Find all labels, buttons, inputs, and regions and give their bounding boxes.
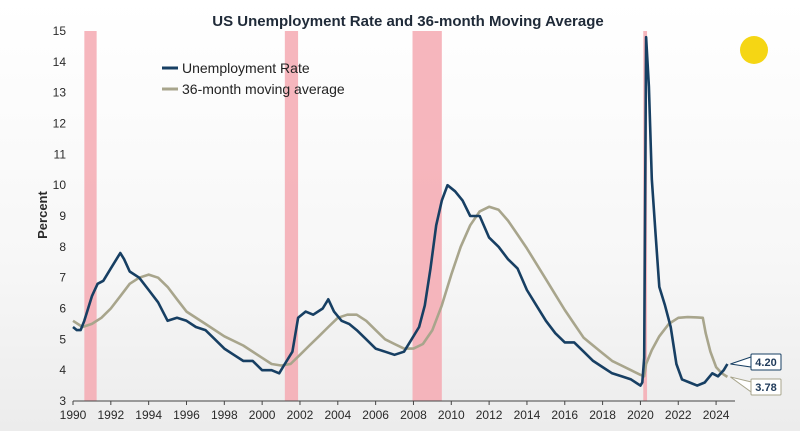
x-tick-2000: 2000 xyxy=(249,408,276,422)
x-tick-2004: 2004 xyxy=(324,408,351,422)
x-tick-2010: 2010 xyxy=(438,408,465,422)
x-tick-1996: 1996 xyxy=(173,408,200,422)
x-tick-2012: 2012 xyxy=(476,408,503,422)
end-label-pointer-0 xyxy=(730,356,752,368)
chart-title: US Unemployment Rate and 36-month Moving… xyxy=(212,13,603,30)
cursor-highlight-dot xyxy=(740,36,768,64)
x-tick-2008: 2008 xyxy=(400,408,427,422)
y-tick-13: 13 xyxy=(53,86,67,100)
y-tick-6: 6 xyxy=(59,302,66,316)
x-tick-2016: 2016 xyxy=(551,408,578,422)
x-tick-2002: 2002 xyxy=(287,408,314,422)
y-axis-label: Percent xyxy=(35,190,50,238)
end-label-box-0 xyxy=(750,353,782,371)
series-line-unemployment xyxy=(72,35,729,387)
y-tick-4: 4 xyxy=(59,363,66,377)
x-tick-1998: 1998 xyxy=(211,408,238,422)
x-tick-2020: 2020 xyxy=(627,408,654,422)
end-label-1: 3.78 xyxy=(755,382,776,394)
x-tick-2014: 2014 xyxy=(514,408,541,422)
end-label-pointer-1 xyxy=(730,376,752,393)
y-tick-8: 8 xyxy=(59,240,66,254)
x-tick-2022: 2022 xyxy=(665,408,692,422)
x-tick-2006: 2006 xyxy=(362,408,389,422)
x-tick-1994: 1994 xyxy=(135,408,162,422)
legend-label-moving-average: 36-month moving average xyxy=(182,81,345,97)
y-tick-9: 9 xyxy=(59,209,66,223)
legend-label-unemployment: Unemployment Rate xyxy=(182,60,310,76)
y-tick-3: 3 xyxy=(59,394,66,408)
recession-band-0 xyxy=(84,31,97,401)
series-line-moving-average xyxy=(72,205,729,378)
y-tick-14: 14 xyxy=(53,55,67,69)
x-tick-2024: 2024 xyxy=(703,408,730,422)
y-tick-12: 12 xyxy=(53,117,67,131)
y-tick-7: 7 xyxy=(59,271,66,285)
y-tick-15: 15 xyxy=(53,24,67,38)
y-tick-5: 5 xyxy=(59,332,66,346)
y-tick-11: 11 xyxy=(54,147,67,161)
x-tick-1990: 1990 xyxy=(60,408,87,422)
x-tick-1992: 1992 xyxy=(97,408,124,422)
recession-band-1 xyxy=(284,31,299,401)
y-tick-10: 10 xyxy=(53,178,67,192)
end-label-0: 4.20 xyxy=(755,357,776,369)
end-label-box-1 xyxy=(750,378,782,396)
x-tick-2018: 2018 xyxy=(589,408,616,422)
